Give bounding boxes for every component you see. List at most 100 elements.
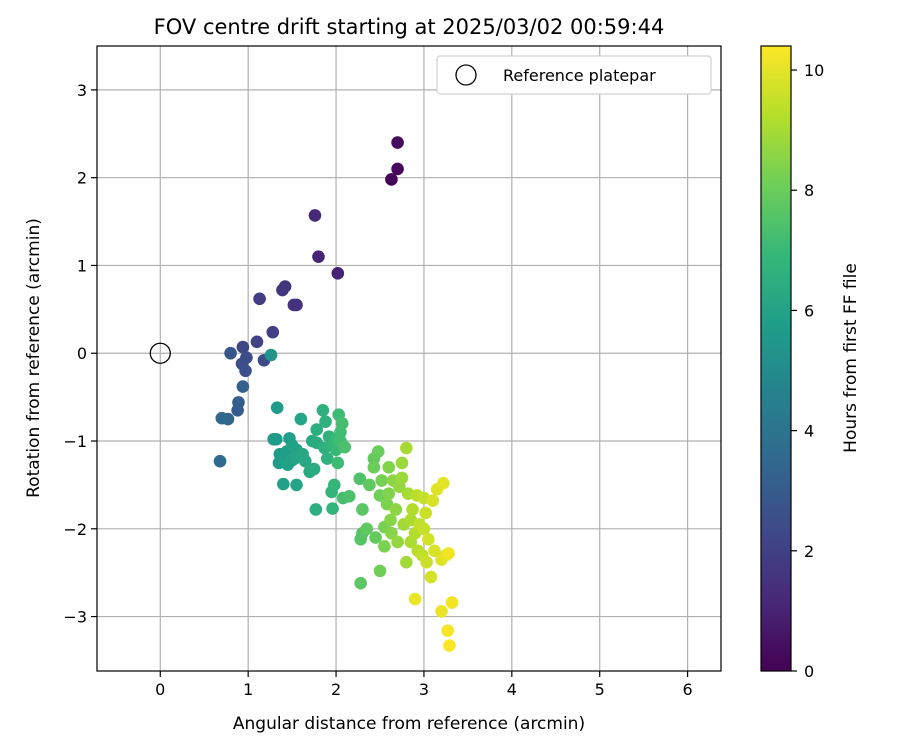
data-point bbox=[331, 267, 345, 280]
data-point bbox=[378, 540, 391, 553]
data-point bbox=[287, 298, 301, 312]
data-point bbox=[395, 471, 409, 485]
data-point bbox=[400, 555, 413, 569]
data-point bbox=[269, 432, 283, 446]
data-point bbox=[436, 476, 450, 490]
data-point bbox=[384, 513, 397, 527]
data-point bbox=[428, 544, 441, 558]
colorbar-tick-label: 8 bbox=[804, 181, 814, 200]
data-point bbox=[389, 503, 403, 516]
data-point bbox=[373, 564, 387, 578]
data-point bbox=[441, 624, 454, 637]
data-point bbox=[353, 472, 367, 486]
data-point bbox=[391, 535, 404, 549]
data-point bbox=[319, 415, 332, 429]
colorbar-tick-label: 6 bbox=[804, 301, 814, 320]
data-point bbox=[266, 325, 280, 339]
data-point bbox=[360, 522, 374, 536]
colorbar-label: Hours from first FF file bbox=[841, 263, 861, 453]
x-tick-label: 1 bbox=[243, 680, 253, 699]
data-point bbox=[270, 401, 284, 414]
y-tick-label: −3 bbox=[63, 608, 87, 627]
colorbar-tick-label: 4 bbox=[804, 422, 814, 441]
x-tick-label: 6 bbox=[683, 680, 693, 699]
data-point bbox=[335, 417, 349, 430]
colorbar-frame bbox=[760, 45, 792, 672]
data-point bbox=[391, 162, 404, 176]
data-point bbox=[367, 461, 381, 474]
colorbar-tick-label: 0 bbox=[804, 662, 814, 681]
data-point bbox=[445, 596, 459, 609]
y-tick-label: 1 bbox=[77, 256, 87, 275]
data-point bbox=[422, 533, 435, 546]
data-point bbox=[290, 478, 303, 492]
y-tick-label: 0 bbox=[77, 344, 87, 363]
data-point bbox=[435, 605, 448, 618]
data-point bbox=[371, 445, 385, 458]
legend: Reference platepar bbox=[436, 55, 712, 95]
data-point bbox=[408, 592, 422, 606]
data-point bbox=[320, 452, 334, 465]
data-point bbox=[310, 423, 324, 436]
colorbar-tick-label: 2 bbox=[804, 542, 814, 561]
data-points bbox=[149, 136, 459, 652]
data-point bbox=[382, 487, 396, 500]
data-point bbox=[224, 346, 237, 360]
data-point bbox=[232, 396, 245, 409]
x-tick-label: 2 bbox=[331, 680, 341, 699]
data-point bbox=[331, 456, 345, 470]
data-point bbox=[406, 503, 419, 516]
colorbar-tick-label: 10 bbox=[804, 61, 824, 80]
reference-platepar-marker bbox=[149, 342, 171, 364]
data-point bbox=[391, 136, 404, 149]
data-point bbox=[327, 478, 341, 492]
data-point bbox=[395, 456, 409, 470]
data-point bbox=[309, 503, 323, 516]
y-axis-label: Rotation from reference (arcmin) bbox=[24, 218, 44, 498]
data-point bbox=[400, 441, 413, 455]
data-point bbox=[338, 440, 352, 454]
data-point bbox=[277, 477, 290, 491]
data-point bbox=[236, 380, 250, 393]
data-point bbox=[356, 503, 369, 516]
data-point bbox=[253, 292, 266, 306]
data-point bbox=[294, 412, 308, 426]
data-point bbox=[375, 474, 389, 487]
data-point bbox=[420, 555, 433, 569]
y-tick-label: 3 bbox=[77, 81, 87, 100]
data-point bbox=[382, 461, 396, 474]
data-point bbox=[213, 454, 227, 468]
x-tick-label: 4 bbox=[507, 680, 517, 699]
colorbar-gradient bbox=[761, 46, 791, 671]
data-point bbox=[419, 506, 432, 520]
data-point bbox=[426, 494, 440, 508]
x-tick-label: 5 bbox=[595, 680, 605, 699]
data-point bbox=[307, 462, 321, 476]
data-point bbox=[443, 639, 456, 652]
legend-marker-reference bbox=[455, 64, 477, 86]
y-tick-label: 2 bbox=[77, 169, 87, 188]
y-tick-label: −2 bbox=[63, 520, 87, 539]
data-point bbox=[236, 340, 250, 354]
axis-ticks: 0 1 2 3 4 5 6 −3 −2 −1 0 1 2 3 bbox=[63, 81, 692, 699]
data-point bbox=[312, 250, 325, 263]
data-point bbox=[385, 173, 398, 186]
legend-box bbox=[436, 55, 712, 95]
x-tick-label: 3 bbox=[419, 680, 429, 699]
data-point bbox=[276, 283, 289, 297]
data-point bbox=[215, 411, 229, 425]
data-point bbox=[264, 348, 278, 362]
plot-frame bbox=[96, 45, 722, 672]
data-point bbox=[363, 478, 376, 492]
x-axis-label: Angular distance from reference (arcmin) bbox=[233, 714, 585, 734]
data-point bbox=[342, 490, 356, 503]
legend-label-reference: Reference platepar bbox=[503, 66, 656, 85]
data-point bbox=[298, 454, 312, 468]
data-point bbox=[239, 364, 252, 378]
data-point bbox=[316, 403, 330, 417]
data-point bbox=[308, 209, 322, 222]
data-point bbox=[369, 531, 382, 544]
data-point bbox=[424, 570, 438, 584]
data-point bbox=[250, 335, 264, 349]
colorbar: 0 2 4 6 8 10 Hours from first FF file bbox=[760, 45, 861, 681]
